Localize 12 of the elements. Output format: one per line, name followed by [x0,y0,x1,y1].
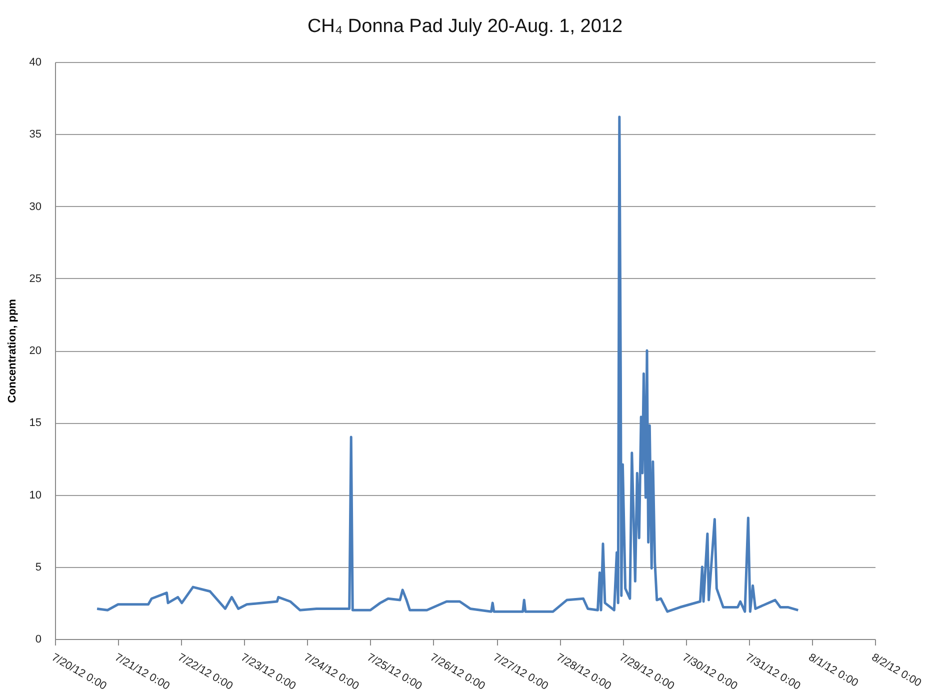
line-series [96,116,800,613]
y-tick-label: 35 [29,128,42,141]
y-tick-label: 30 [29,200,42,213]
y-tick-label: 25 [29,272,42,285]
chart-title: CH₄ Donna Pad July 20-Aug. 1, 2012 [307,16,623,37]
y-tick-label: 20 [29,345,42,357]
y-tick-label: 0 [35,634,42,646]
y-tick-label: 15 [29,417,42,430]
y-tick-label: 10 [29,489,42,502]
y-tick-label: 40 [29,56,42,68]
y-tick-label: 5 [35,561,42,574]
y-axis-title: Concentration, ppm [6,298,18,403]
